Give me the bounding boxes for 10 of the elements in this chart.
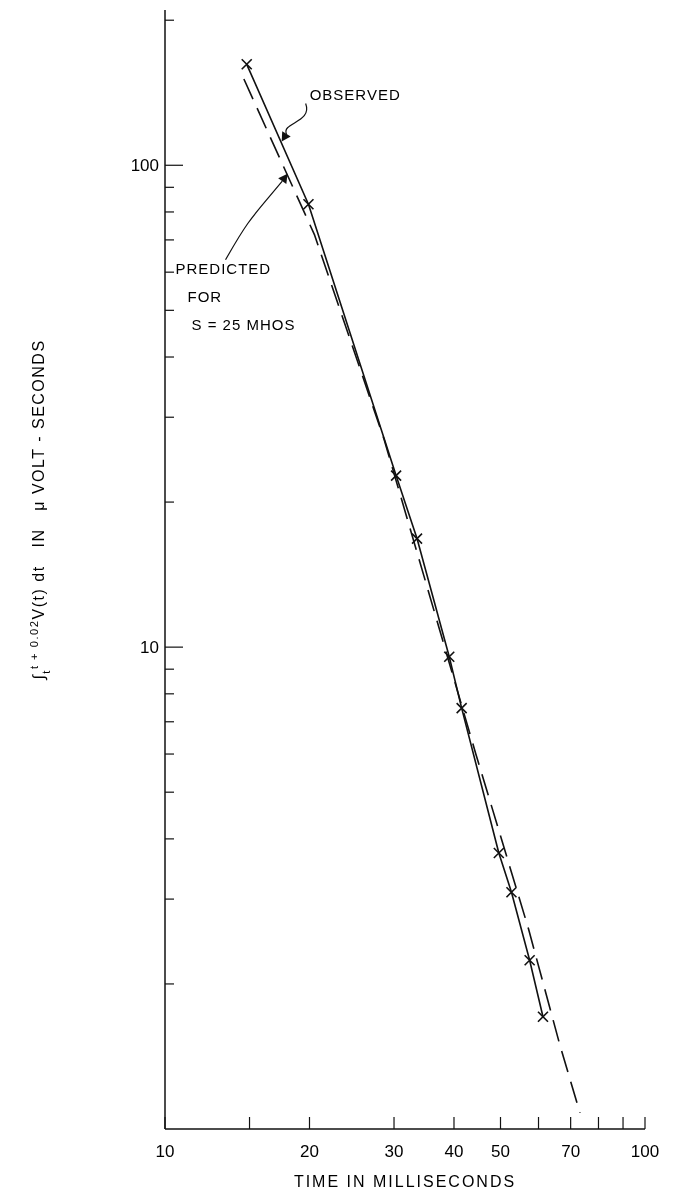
x-tick-label: 70: [561, 1142, 581, 1161]
x-tick-label: 40: [444, 1142, 464, 1161]
x-tick-label: 10: [155, 1142, 175, 1161]
annotation: OBSERVED: [309, 85, 401, 103]
x-tick-label: 100: [630, 1142, 660, 1161]
x-tick-label: 30: [384, 1142, 404, 1161]
annotation: PREDICTED FOR S = 25 MHOS: [175, 259, 296, 333]
x-tick-label: 20: [300, 1142, 319, 1161]
x-axis-title: TIME IN MILLISECONDS: [293, 1173, 517, 1190]
x-tick-label: 50: [491, 1142, 510, 1161]
